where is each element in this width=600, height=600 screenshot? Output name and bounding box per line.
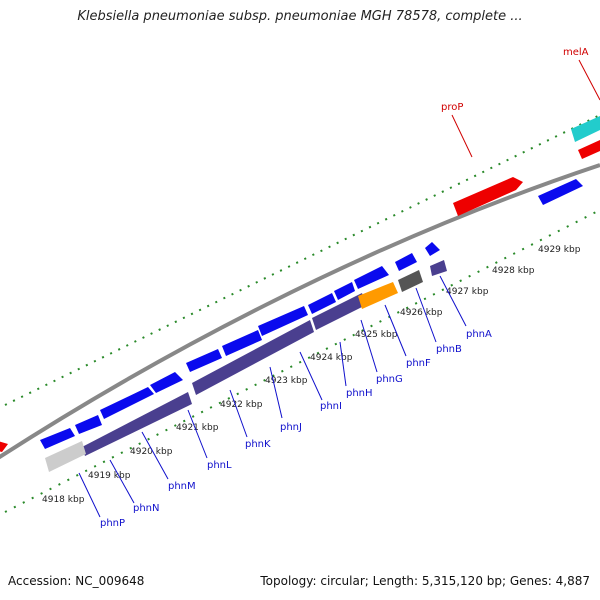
dark-gray-feature[interactable] [398,270,423,292]
topology-label: Topology: circular; Length: 5,315,120 bp… [260,574,590,588]
kbp-label: 4925 kbp [355,330,398,340]
misc-feature-cyan[interactable] [571,116,600,142]
gene-labels[interactable]: phnP phnN phnM phnL phnK phnJ phnI phnH … [100,329,492,529]
gene-label-leaders-red [451,59,600,158]
cds-band[interactable] [82,260,447,456]
gene-label-phnK: phnK [245,439,271,450]
upper-tick-row [4,114,600,406]
gene-label-phnN: phnN [133,503,160,514]
gene-label-phnJ: phnJ [280,422,302,433]
accession-label: Accession: NC_009648 [8,574,145,588]
gene-phnK [186,349,222,372]
kbp-label: 4929 kbp [538,245,581,255]
kbp-label: 4924 kbp [310,353,353,363]
gray-feature[interactable] [45,441,86,472]
forward-genes[interactable] [40,179,583,449]
kbp-label: 4921 kbp [176,423,219,433]
kbp-label: 4927 kbp [446,287,489,297]
gene-label-phnM: phnM [168,481,196,492]
gene-label-phnH: phnH [346,388,373,399]
gene-label-phnI: phnI [320,401,342,412]
kbp-labels: 4918 kbp 4919 kbp 4920 kbp 4921 kbp 4922… [42,245,581,505]
lower-tick-row [4,209,600,513]
kbp-label: 4928 kbp [492,266,535,276]
gene-label-phnB: phnB [436,344,462,355]
gene-label-melA: melA [563,47,589,58]
kbp-label: 4918 kbp [42,495,85,505]
gene-upper-right [538,179,583,205]
gene-left-edge[interactable] [0,441,8,452]
gene-phnI [258,306,308,336]
gene-label-phnL: phnL [207,460,232,471]
gene-label-phnP: phnP [100,518,125,529]
kbp-label: 4919 kbp [88,471,131,481]
gene-proP[interactable] [453,177,523,216]
gene-phnB [395,253,417,271]
gene-label-phnG: phnG [376,374,403,385]
gene-label-leaders [78,275,467,518]
gene-phnH [308,293,336,314]
gene-orange[interactable] [358,282,398,309]
gene-phnJ [222,330,262,356]
kbp-label: 4922 kbp [220,400,263,410]
genome-backbone [0,163,600,460]
map-title: Klebsiella pneumoniae subsp. pneumoniae … [77,9,523,24]
gene-phnN [75,415,102,434]
gene-phnP [40,428,75,449]
kbp-label: 4920 kbp [130,447,173,457]
kbp-label: 4926 kbp [400,308,443,318]
gene-melA[interactable] [578,140,600,159]
top-gene-labels[interactable]: proP melA [441,47,589,113]
kbp-label: 4923 kbp [265,376,308,386]
gene-phnA [425,242,440,256]
gene-label-phnA: phnA [466,329,492,340]
gene-phnG [334,282,355,300]
gene-phnM [100,387,154,419]
gene-phnF [354,266,389,289]
gene-label-phnF: phnF [406,358,431,369]
gene-phnL [150,372,183,393]
gene-label-proP: proP [441,102,463,113]
